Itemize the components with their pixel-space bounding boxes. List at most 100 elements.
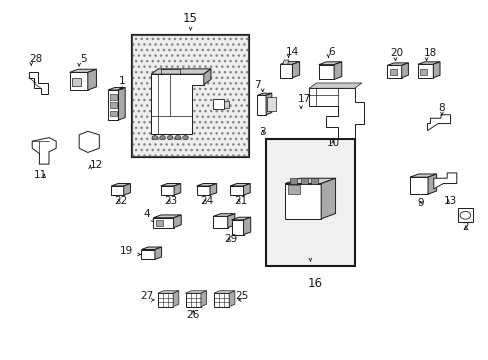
Polygon shape	[155, 247, 161, 259]
Text: 15: 15	[183, 12, 198, 25]
Polygon shape	[285, 184, 321, 219]
Circle shape	[183, 136, 188, 140]
Polygon shape	[257, 95, 265, 115]
Polygon shape	[318, 65, 333, 80]
Circle shape	[167, 136, 173, 140]
Polygon shape	[231, 220, 243, 235]
Polygon shape	[141, 249, 155, 259]
Polygon shape	[151, 69, 210, 74]
Polygon shape	[196, 186, 209, 195]
Bar	[266, 97, 275, 111]
Polygon shape	[185, 291, 206, 293]
Polygon shape	[243, 217, 250, 235]
Polygon shape	[308, 83, 361, 88]
Text: 27: 27	[140, 291, 153, 301]
Polygon shape	[213, 214, 234, 216]
Text: 3: 3	[259, 127, 265, 137]
Polygon shape	[111, 186, 123, 195]
Polygon shape	[88, 69, 96, 90]
Bar	[110, 102, 116, 108]
Polygon shape	[213, 216, 227, 228]
Bar	[213, 99, 224, 109]
Bar	[185, 293, 201, 307]
Text: 24: 24	[200, 196, 213, 206]
Bar	[132, 35, 249, 157]
Polygon shape	[417, 62, 439, 64]
Text: 20: 20	[389, 48, 403, 58]
Polygon shape	[108, 90, 118, 120]
Polygon shape	[417, 64, 432, 78]
Polygon shape	[160, 184, 181, 186]
Polygon shape	[432, 62, 439, 78]
Text: 26: 26	[186, 310, 200, 320]
Text: 17: 17	[297, 94, 310, 104]
Bar	[158, 293, 173, 307]
Text: 21: 21	[234, 196, 247, 206]
Polygon shape	[427, 174, 436, 194]
Bar	[156, 220, 162, 226]
Polygon shape	[333, 62, 341, 80]
Text: 6: 6	[328, 47, 334, 57]
Text: 14: 14	[285, 47, 298, 57]
Text: 22: 22	[114, 196, 127, 206]
Polygon shape	[265, 93, 271, 115]
Bar	[224, 101, 228, 108]
Polygon shape	[386, 65, 401, 78]
Polygon shape	[280, 64, 292, 78]
Polygon shape	[409, 174, 436, 177]
Polygon shape	[401, 63, 407, 78]
Bar	[420, 68, 426, 75]
Polygon shape	[230, 186, 243, 195]
Polygon shape	[123, 184, 130, 195]
Polygon shape	[201, 291, 206, 307]
Polygon shape	[209, 184, 216, 195]
Polygon shape	[231, 217, 250, 220]
Bar	[81, 139, 87, 149]
Polygon shape	[321, 178, 335, 219]
Bar	[389, 69, 397, 75]
Polygon shape	[285, 178, 335, 184]
Polygon shape	[111, 184, 130, 186]
Polygon shape	[32, 138, 56, 164]
Polygon shape	[160, 186, 174, 195]
Text: 10: 10	[326, 139, 339, 148]
Text: 7: 7	[254, 80, 261, 90]
Polygon shape	[243, 184, 250, 195]
Bar	[110, 94, 116, 100]
Bar	[213, 293, 229, 307]
Polygon shape	[280, 62, 299, 64]
Polygon shape	[29, 72, 48, 94]
Polygon shape	[433, 173, 456, 189]
Polygon shape	[282, 60, 288, 64]
Polygon shape	[203, 69, 210, 85]
Text: 8: 8	[438, 103, 445, 113]
Polygon shape	[229, 291, 234, 307]
Circle shape	[160, 136, 165, 140]
Polygon shape	[308, 88, 364, 138]
Polygon shape	[153, 218, 173, 228]
Polygon shape	[174, 184, 181, 195]
Bar	[300, 178, 307, 184]
Polygon shape	[427, 115, 449, 131]
Polygon shape	[153, 215, 181, 218]
Polygon shape	[173, 291, 179, 307]
Circle shape	[175, 136, 181, 140]
Text: 4: 4	[142, 209, 149, 219]
Polygon shape	[230, 184, 250, 186]
Polygon shape	[196, 184, 216, 186]
Polygon shape	[318, 62, 341, 65]
Bar	[265, 139, 354, 266]
Text: 25: 25	[234, 291, 247, 301]
Bar	[289, 178, 297, 184]
Text: 23: 23	[164, 196, 178, 206]
Bar	[287, 185, 299, 194]
Text: 12: 12	[90, 160, 103, 170]
Polygon shape	[173, 215, 181, 228]
Polygon shape	[386, 63, 407, 65]
Bar	[72, 78, 81, 86]
Text: 5: 5	[81, 54, 87, 64]
Polygon shape	[257, 93, 271, 95]
Polygon shape	[69, 69, 96, 72]
Text: 19: 19	[120, 246, 133, 256]
Bar	[132, 35, 249, 157]
